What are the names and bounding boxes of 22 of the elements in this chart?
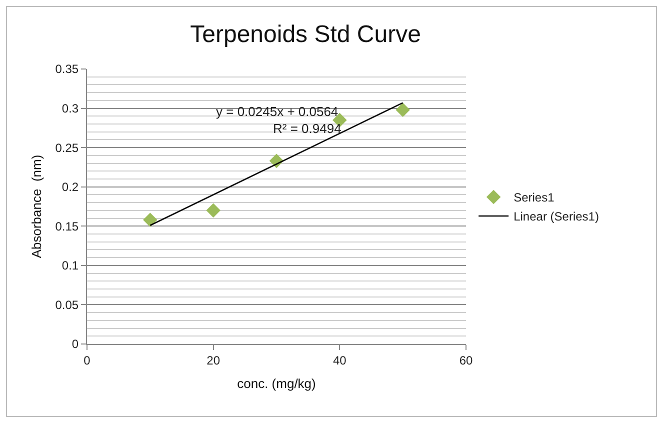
y-tick-label: 0.15 [55, 219, 79, 234]
annotation: R² = 0.9494 [273, 121, 342, 136]
y-tick-label: 0.05 [55, 298, 79, 312]
y-axis-title: Absorbance (nm) [29, 154, 44, 258]
y-tick-label: 0 [72, 337, 79, 352]
x-tick-label: 0 [84, 353, 91, 368]
y-tick-label: 0.35 [55, 62, 79, 76]
point [206, 203, 220, 218]
annotation: y = 0.0245x + 0.0564 [216, 104, 338, 119]
x-axis-title: conc. (mg/kg) [237, 376, 316, 391]
legend-label: Linear (Series1) [514, 210, 599, 224]
y-tick-label: 0.3 [62, 101, 79, 116]
x-tick-label: 40 [332, 353, 347, 368]
y-tick-label: 0.25 [55, 140, 79, 155]
x-tick-label: 20 [206, 353, 220, 368]
y-tick-label: 0.2 [62, 180, 79, 194]
point [396, 102, 410, 118]
y-tick-label: 0.1 [62, 258, 79, 273]
legend-label: Series1 [514, 190, 555, 205]
point [143, 212, 158, 228]
chart-title: Terpenoids Std Curve [190, 21, 421, 48]
x-tick-label: 60 [459, 353, 473, 368]
